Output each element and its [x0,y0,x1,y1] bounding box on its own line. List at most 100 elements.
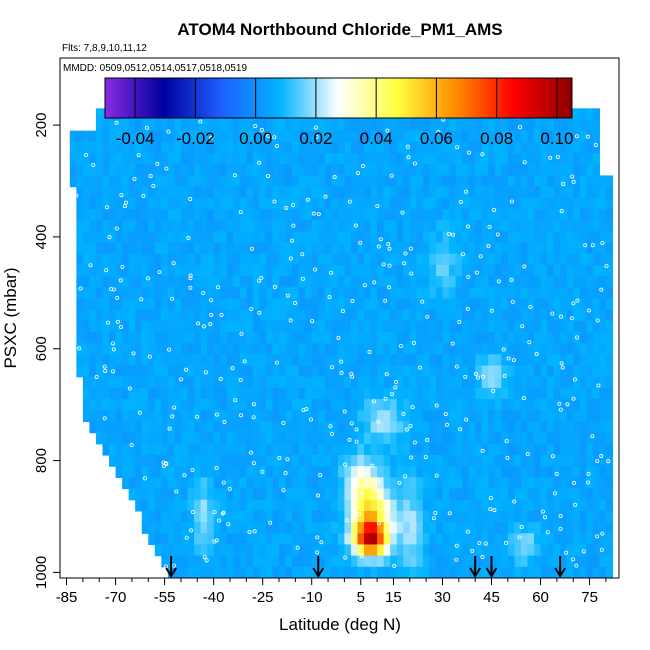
heatmap-cell [239,175,247,188]
heatmap-cell [370,153,378,165]
heatmap-cell [462,354,470,367]
heatmap-cell [488,119,496,132]
sample-point [344,518,349,523]
heatmap-cell [547,421,555,434]
heatmap-cell [135,421,143,434]
sample-point [466,274,471,279]
heatmap-cell [435,399,444,411]
heatmap-cell [350,343,359,355]
heatmap-cell [409,410,417,423]
heatmap-cell [488,320,496,333]
heatmap-cell [324,343,332,355]
heatmap-cell [573,264,581,277]
heatmap-cell [560,566,568,578]
heatmap-cell [167,220,176,232]
heatmap-cell [435,309,444,322]
heatmap-cell [579,488,587,501]
heatmap-cell [520,141,529,154]
heatmap-cell [102,287,110,300]
heatmap-cell [265,208,274,221]
sample-point [218,376,223,381]
x-axis-label: Latitude (deg N) [279,615,401,634]
heatmap-cell [122,253,130,266]
heatmap-cell [364,499,372,512]
heatmap-cell [475,331,483,344]
heatmap-cell [501,130,509,143]
heatmap-cell [305,164,313,177]
heatmap-cell [435,522,444,534]
heatmap-cell [252,130,261,143]
sample-point [247,530,252,535]
heatmap-cell [292,354,300,367]
sample-point [343,462,348,467]
heatmap-cell [154,276,162,288]
heatmap-cell [180,119,189,132]
heatmap-cell [180,410,189,423]
heatmap-cell [605,253,614,266]
heatmap-cell [272,208,280,221]
sample-point [118,278,123,283]
heatmap-cell [331,141,339,154]
heatmap-cell [279,309,287,322]
heatmap-cell [468,544,476,557]
heatmap-cell [599,376,607,389]
heatmap-cell [350,387,359,400]
heatmap-cell [226,376,234,389]
flight-arrows [165,556,567,578]
heatmap-cell [579,477,587,490]
heatmap-cell [560,522,568,534]
heatmap-cell [350,555,359,568]
heatmap-cell [213,488,221,501]
heatmap-cell [311,320,319,333]
sample-point [372,280,377,285]
heatmap-cell [213,175,221,188]
heatmap-cell [324,186,332,199]
heatmap-cell [435,410,444,423]
heatmap-cell [422,276,430,288]
heatmap-cell [259,231,267,244]
heatmap-cell [579,399,587,411]
heatmap-cell [435,488,444,501]
heatmap-cell [449,566,457,578]
heatmap-cell [370,119,378,132]
heatmap-cell [337,186,346,199]
heatmap-cell [174,175,182,188]
sample-point [571,557,576,562]
heatmap-cell [213,510,221,523]
heatmap-cell [174,354,182,367]
heatmap-cell [252,242,261,255]
sample-point [408,423,413,428]
heatmap-cell [122,331,130,344]
heatmap-cell [481,130,489,143]
sample-point [314,134,319,139]
heatmap-cell [187,544,195,557]
heatmap-cell [514,130,522,143]
heatmap-cell [435,253,444,266]
heatmap-cell [194,454,202,467]
heatmap-cell [540,164,548,177]
heatmap-cell [579,466,587,478]
heatmap-cell [553,354,561,367]
heatmap-cell [592,510,600,523]
heatmap-cell [233,164,241,177]
heatmap-cell [200,522,208,534]
heatmap-cell [501,499,509,512]
heatmap-cell [514,276,522,288]
sample-point [190,510,195,515]
heatmap-cell [180,488,189,501]
x-tick-label: -85 [56,589,78,606]
heatmap-cell [605,331,614,344]
heatmap-cell [370,454,378,467]
heatmap-cell [239,488,247,501]
heatmap-cell [180,287,189,300]
heatmap-cell [311,298,319,311]
heatmap-cell [200,331,208,344]
heatmap-cell [265,533,274,546]
heatmap-cell [89,343,97,355]
heatmap-cell [246,544,254,557]
heatmap-cell [311,477,319,490]
heatmap-cell [566,477,574,490]
heatmap-cell [324,466,332,478]
heatmap-cell [357,410,365,423]
sample-point [220,511,225,516]
